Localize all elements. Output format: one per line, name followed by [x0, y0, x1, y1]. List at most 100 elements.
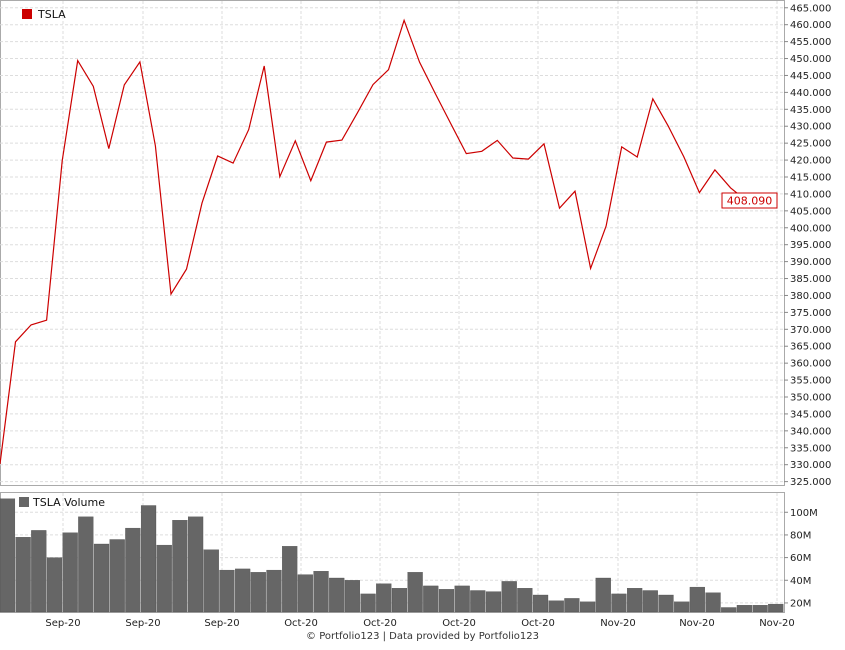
x-tick-label: Sep-20: [204, 618, 239, 629]
price-legend-label: TSLA: [37, 8, 66, 21]
price-y-tick-label: 360.000: [790, 359, 831, 370]
price-plot-frame: [0, 0, 785, 486]
last-value-box: [721, 192, 778, 209]
price-y-tick-label: 370.000: [790, 325, 831, 336]
x-tick-label: Nov-20: [600, 618, 636, 629]
price-y-tick-label: 395.000: [790, 240, 831, 251]
price-y-tick-label: 345.000: [790, 409, 831, 420]
price-y-tick-label: 330.000: [790, 460, 831, 471]
x-tick-label: Oct-20: [442, 618, 476, 629]
price-y-tick-label: 445.000: [790, 71, 831, 82]
volume-bar: [485, 591, 502, 613]
volume-bar: [611, 593, 627, 613]
attribution-footer: © Portfolio123 | Data provided by Portfo…: [306, 631, 539, 642]
volume-bar: [219, 569, 235, 613]
x-tick-label: Nov-20: [679, 618, 715, 629]
volume-bar: [595, 577, 611, 613]
price-y-tick-label: 390.000: [790, 257, 831, 268]
volume-bar: [689, 586, 705, 613]
volume-bar: [188, 516, 204, 613]
price-panel: 465.000 460.000 455.000 450.000 445.000 440.0…: [0, 0, 831, 488]
volume-bar: [658, 594, 674, 613]
volume-y-tick-label: 80M: [790, 530, 811, 541]
price-y-tick-label: 325.000: [790, 477, 831, 488]
price-y-tick-label: 400.000: [790, 223, 831, 234]
volume-bar: [329, 577, 345, 613]
price-y-tick-label: 435.000: [790, 105, 831, 116]
volume-bar: [674, 601, 690, 613]
volume-bar: [313, 571, 329, 613]
volume-bar: [438, 589, 455, 613]
volume-bar: [78, 516, 94, 613]
volume-bar: [517, 588, 533, 613]
price-y-tick-label: 415.000: [790, 173, 831, 184]
volume-bar: [297, 574, 313, 613]
volume-panel: 100M 80M 60M 40M 20M TSLA Volume: [0, 492, 818, 613]
volume-bar: [282, 546, 298, 613]
price-y-tick-label: 430.000: [790, 122, 831, 133]
volume-bar: [93, 543, 110, 613]
volume-bar: [736, 605, 752, 613]
volume-bar: [705, 592, 721, 613]
price-y-tick-label: 450.000: [790, 54, 831, 65]
x-tick-label: Oct-20: [363, 618, 397, 629]
volume-bar: [391, 588, 408, 613]
x-tick-label: Nov-20: [759, 618, 795, 629]
volume-bar: [125, 527, 141, 613]
volume-bar: [31, 530, 47, 613]
x-axis: Sep-20 Sep-20 Sep-20 Oct-20 Oct-20 Oct-20 Oct-…: [45, 618, 794, 629]
price-legend: TSLA: [22, 8, 66, 21]
volume-bar: [407, 572, 423, 613]
volume-bar: [501, 581, 517, 613]
volume-bar: [140, 505, 157, 613]
price-y-tick-label: 355.000: [790, 376, 831, 387]
volume-bar: [250, 572, 266, 613]
volume-bar: [721, 607, 737, 613]
tsla-price-line: [0, 18, 747, 465]
volume-bar: [266, 569, 282, 613]
price-grid: [0, 1, 784, 485]
volume-bar: [532, 594, 549, 613]
x-tick-label: Sep-20: [125, 618, 160, 629]
x-tick-label: Oct-20: [521, 618, 555, 629]
volume-y-tick-label: 40M: [790, 576, 811, 587]
volume-y-tick-label: 60M: [790, 553, 811, 564]
volume-bar: [46, 557, 63, 613]
x-tick-label: Sep-20: [45, 618, 80, 629]
price-y-tick-label: 365.000: [790, 342, 831, 353]
price-y-tick-label: 410.000: [790, 189, 831, 200]
last-value-tag: 408.090: [721, 192, 778, 209]
volume-bar: [344, 580, 360, 613]
volume-bar: [376, 583, 392, 613]
last-value-label: 408.090: [727, 195, 773, 208]
volume-bar: [109, 539, 125, 613]
volume-bar: [642, 590, 658, 613]
price-y-tick-label: 440.000: [790, 88, 831, 99]
price-y-tick-label: 420.000: [790, 156, 831, 167]
volume-y-tick-label: 100M: [790, 508, 818, 519]
price-y-tick-label: 455.000: [790, 37, 831, 48]
volume-bar: [360, 593, 376, 613]
volume-y-axis: 100M 80M 60M 40M 20M: [784, 508, 818, 609]
price-line-group: [0, 18, 747, 465]
volume-bar: [235, 568, 251, 613]
price-y-axis: 465.000 460.000 455.000 450.000 445.000 440.0…: [784, 3, 831, 488]
price-legend-swatch: [22, 9, 32, 19]
volume-bar: [203, 549, 219, 613]
price-y-tick-label: 385.000: [790, 274, 831, 285]
x-tick-label: Oct-20: [284, 618, 318, 629]
price-y-tick-label: 460.000: [790, 20, 831, 31]
price-y-tick-label: 405.000: [790, 206, 831, 217]
volume-legend-swatch: [19, 497, 29, 507]
volume-bar: [752, 605, 768, 613]
price-y-tick-label: 465.000: [790, 3, 831, 14]
price-y-tick-label: 380.000: [790, 291, 831, 302]
volume-legend-label: TSLA Volume: [32, 496, 105, 509]
volume-bar: [156, 544, 172, 613]
price-y-tick-label: 335.000: [790, 443, 831, 454]
volume-bar: [62, 532, 78, 613]
volume-bar: [548, 600, 564, 613]
volume-bar: [768, 603, 784, 613]
volume-bar: [423, 585, 439, 613]
